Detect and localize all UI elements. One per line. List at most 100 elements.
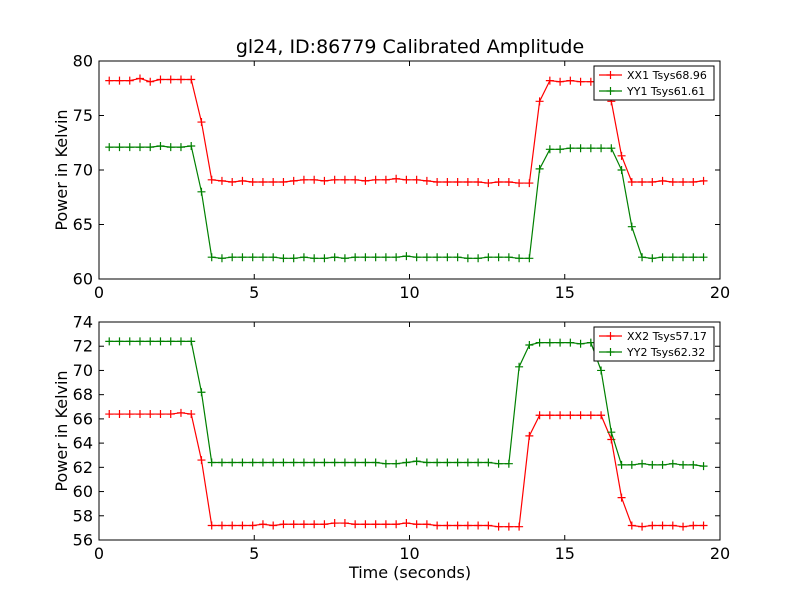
data-point bbox=[443, 458, 452, 467]
data-point bbox=[146, 410, 155, 419]
data-point bbox=[504, 253, 513, 262]
data-point bbox=[433, 177, 442, 186]
data-point bbox=[269, 521, 278, 530]
data-point bbox=[217, 521, 226, 530]
data-point bbox=[320, 520, 329, 529]
data-point bbox=[351, 520, 360, 529]
data-point bbox=[474, 254, 483, 263]
data-point bbox=[586, 338, 595, 347]
data-point bbox=[207, 175, 216, 184]
data-point bbox=[668, 521, 677, 530]
data-point bbox=[545, 338, 554, 347]
data-point bbox=[535, 411, 544, 420]
data-point bbox=[269, 458, 278, 467]
data-point bbox=[351, 253, 360, 262]
data-point bbox=[279, 520, 288, 529]
data-point bbox=[248, 521, 257, 530]
data-point bbox=[474, 521, 483, 530]
legend-label: XX2 Tsys57.17 bbox=[627, 330, 707, 343]
data-point bbox=[135, 410, 144, 419]
data-point bbox=[187, 142, 196, 151]
data-point bbox=[576, 77, 585, 86]
y-tick-label: 62 bbox=[73, 458, 93, 477]
data-point bbox=[433, 253, 442, 262]
chart-panels: 0 5 10 15 20 60 65 70 75 80 Power in Kelvin XX1 Tsy… bbox=[52, 52, 730, 564]
data-point bbox=[238, 521, 247, 530]
data-point bbox=[289, 254, 298, 263]
data-point bbox=[381, 253, 390, 262]
data-point bbox=[197, 187, 206, 196]
data-point bbox=[433, 458, 442, 467]
data-point bbox=[310, 458, 319, 467]
data-point bbox=[105, 410, 114, 419]
y-tick-label: 66 bbox=[73, 409, 93, 428]
data-point bbox=[627, 460, 636, 469]
x-tick-label: 0 bbox=[94, 544, 104, 563]
y-tick-label: 80 bbox=[73, 52, 93, 71]
data-point bbox=[238, 176, 247, 185]
y-tick-label: 70 bbox=[73, 161, 93, 180]
data-point bbox=[463, 521, 472, 530]
data-point bbox=[197, 118, 206, 127]
data-point bbox=[125, 143, 134, 152]
data-point bbox=[412, 175, 421, 184]
data-point bbox=[484, 179, 493, 188]
data-point bbox=[474, 177, 483, 186]
data-point bbox=[371, 458, 380, 467]
data-point bbox=[258, 458, 267, 467]
data-point bbox=[422, 458, 431, 467]
data-point bbox=[484, 458, 493, 467]
x-tick-label: 0 bbox=[94, 283, 104, 302]
data-point bbox=[627, 222, 636, 231]
data-point bbox=[607, 144, 616, 153]
series-2 bbox=[105, 337, 708, 471]
series-1 bbox=[105, 408, 708, 531]
data-point bbox=[125, 337, 134, 346]
data-point bbox=[299, 520, 308, 529]
data-point bbox=[668, 177, 677, 186]
data-point bbox=[453, 253, 462, 262]
data-point bbox=[443, 253, 452, 262]
data-point bbox=[392, 520, 401, 529]
x-tick-label: 5 bbox=[249, 544, 259, 563]
data-point bbox=[402, 252, 411, 261]
data-point bbox=[371, 520, 380, 529]
data-point bbox=[638, 253, 647, 262]
y-axis-label: Power in Kelvin bbox=[52, 370, 71, 491]
data-point bbox=[166, 337, 175, 346]
legend-marker bbox=[606, 332, 615, 340]
data-point bbox=[402, 175, 411, 184]
data-point bbox=[197, 456, 206, 465]
data-point bbox=[330, 175, 339, 184]
data-point bbox=[699, 176, 708, 185]
y-tick-label: 65 bbox=[73, 215, 93, 234]
y-tick-label: 64 bbox=[73, 434, 93, 453]
data-point bbox=[228, 458, 237, 467]
y-tick-label: 58 bbox=[73, 506, 93, 525]
data-point bbox=[586, 144, 595, 153]
data-point bbox=[689, 460, 698, 469]
data-point bbox=[269, 177, 278, 186]
data-point bbox=[525, 431, 534, 440]
data-point bbox=[381, 175, 390, 184]
data-point bbox=[351, 458, 360, 467]
legend-marker bbox=[606, 71, 615, 79]
legend-marker bbox=[606, 348, 615, 356]
legend: XX2 Tsys57.17 YY2 Tsys62.32 bbox=[593, 326, 715, 362]
data-point bbox=[361, 458, 370, 467]
data-point bbox=[310, 254, 319, 263]
data-point bbox=[340, 458, 349, 467]
data-point bbox=[689, 521, 698, 530]
data-point bbox=[494, 459, 503, 468]
data-point bbox=[668, 459, 677, 468]
data-point bbox=[125, 410, 134, 419]
data-point bbox=[617, 460, 626, 469]
legend-box bbox=[593, 65, 715, 101]
data-point bbox=[207, 458, 216, 467]
data-point bbox=[638, 522, 647, 531]
data-point bbox=[310, 175, 319, 184]
data-point bbox=[146, 143, 155, 152]
data-point bbox=[176, 337, 185, 346]
data-point bbox=[289, 520, 298, 529]
data-point bbox=[146, 337, 155, 346]
